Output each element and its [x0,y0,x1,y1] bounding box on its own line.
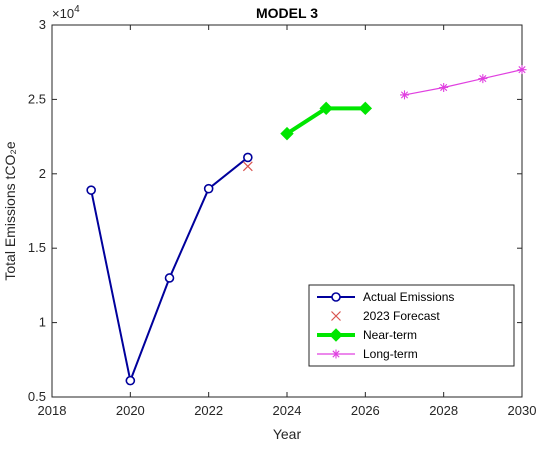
data-point [243,152,253,163]
y-exponent-label: ×104 [52,4,80,21]
diamond-marker [280,126,294,141]
legend-box [308,284,515,367]
chart-title: MODEL 3 [256,5,318,21]
circle-marker [203,183,214,194]
diamond-marker [319,101,333,116]
x-tick-label: 2018 [38,403,67,418]
y-axis-label: Total Emissions tCO₂e [2,141,18,280]
legend-entry: Near-term [317,328,417,342]
series-3 [400,65,527,100]
diamond-marker [358,101,373,116]
diamond-marker [329,328,343,342]
data-point [400,90,409,100]
asterisk-marker [400,90,409,100]
asterisk-marker [331,349,341,359]
legend-label: 2023 Forecast [363,309,440,323]
asterisk-marker [517,65,527,75]
data-point [164,273,175,283]
series-2 [280,101,373,141]
data-point [319,101,333,116]
legend-marker [329,328,343,342]
x-tick-label: 2024 [273,403,302,418]
data-point [86,185,96,195]
data-point [439,82,449,92]
asterisk-marker [478,74,488,84]
y-tick-label: 3 [39,17,46,32]
data-point [242,161,253,172]
legend-entry: 2023 Forecast [331,309,440,323]
series-0 [86,152,253,386]
data-point [517,65,527,75]
circle-marker [164,273,175,283]
x-marker [331,311,341,321]
x-tick-label: 2020 [116,403,145,418]
legend-entry: Actual Emissions [317,290,454,304]
legend-label: Near-term [363,328,417,342]
data-point [478,74,488,84]
x-tick-label: 2030 [508,403,537,418]
circle-marker [331,292,341,302]
y-tick-label: 2 [39,166,46,181]
y-tick-label: 1 [39,315,46,330]
data-point [125,375,136,386]
legend-entry: Long-term [317,347,418,361]
x-tick-label: 2026 [351,403,380,418]
circle-marker [125,375,136,386]
y-tick-label: 2.5 [28,91,46,106]
x-marker [242,161,253,172]
legend-marker [331,349,341,359]
legend-marker [331,311,341,321]
y-tick-label: 0.5 [28,389,46,404]
data-point [280,126,294,141]
asterisk-marker [439,82,449,92]
x-axis-label: Year [273,426,302,442]
x-tick-label: 2028 [429,403,458,418]
data-point [358,101,373,116]
series-line [404,69,523,96]
legend-marker [331,292,341,302]
data-point [203,183,214,194]
x-tick-label: 2022 [194,403,223,418]
y-tick-label: 1.5 [28,240,46,255]
circle-marker [86,185,96,195]
series-1 [242,161,253,172]
legend-label: Long-term [363,347,418,361]
legend-label: Actual Emissions [363,290,454,304]
circle-marker [243,152,253,163]
